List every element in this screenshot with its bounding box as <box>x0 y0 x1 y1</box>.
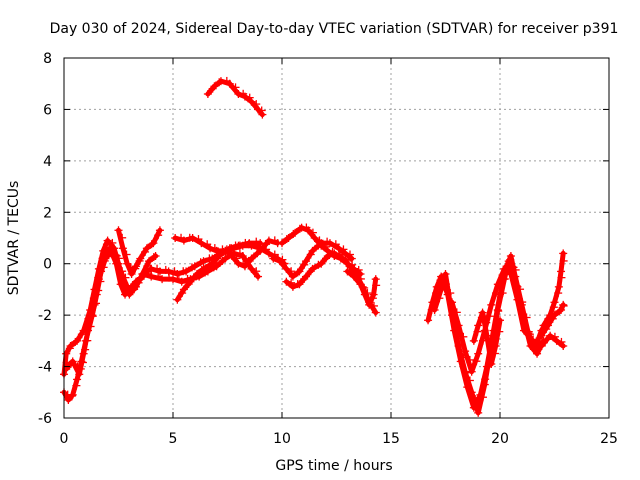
y-tick-label: -6 <box>38 411 52 427</box>
series-pass-13 <box>343 267 381 309</box>
series-pass-4 <box>114 226 164 278</box>
x-tick-label: 0 <box>60 431 69 447</box>
series-trace <box>63 248 159 377</box>
series-layer <box>60 76 568 417</box>
y-tick-label: 0 <box>43 257 52 273</box>
axis-ticks: 0 5 10 15 20 25 -6 -4 -2 0 2 4 6 8 <box>38 51 618 447</box>
series-pass-9 <box>203 76 267 119</box>
y-tick-label: -4 <box>38 360 52 376</box>
y-tick-label: 8 <box>43 51 52 67</box>
series-pass-11 <box>269 237 356 281</box>
series-pass-19 <box>469 308 504 368</box>
x-tick-label: 25 <box>600 431 618 447</box>
x-axis-label: GPS time / hours <box>275 458 392 474</box>
y-axis-label: SDTVAR / TECUs <box>6 181 22 296</box>
y-tick-label: 2 <box>43 205 52 221</box>
series-pass-16 <box>448 264 568 376</box>
chart-title: Day 030 of 2024, Sidereal Day-to-day VTE… <box>50 21 619 37</box>
x-tick-label: 20 <box>491 431 509 447</box>
x-tick-label: 15 <box>382 431 400 447</box>
plot-frame <box>63 57 610 419</box>
series-pass-7 <box>138 249 263 286</box>
series-pass-18 <box>537 300 568 340</box>
series-trace <box>172 235 287 267</box>
series-pass-8 <box>171 233 289 268</box>
x-tick-label: 5 <box>169 431 178 447</box>
grid <box>64 58 609 418</box>
y-tick-label: 4 <box>43 154 52 170</box>
x-tick-label: 10 <box>273 431 291 447</box>
y-tick-label: -2 <box>38 308 52 324</box>
y-tick-label: 6 <box>43 102 52 118</box>
